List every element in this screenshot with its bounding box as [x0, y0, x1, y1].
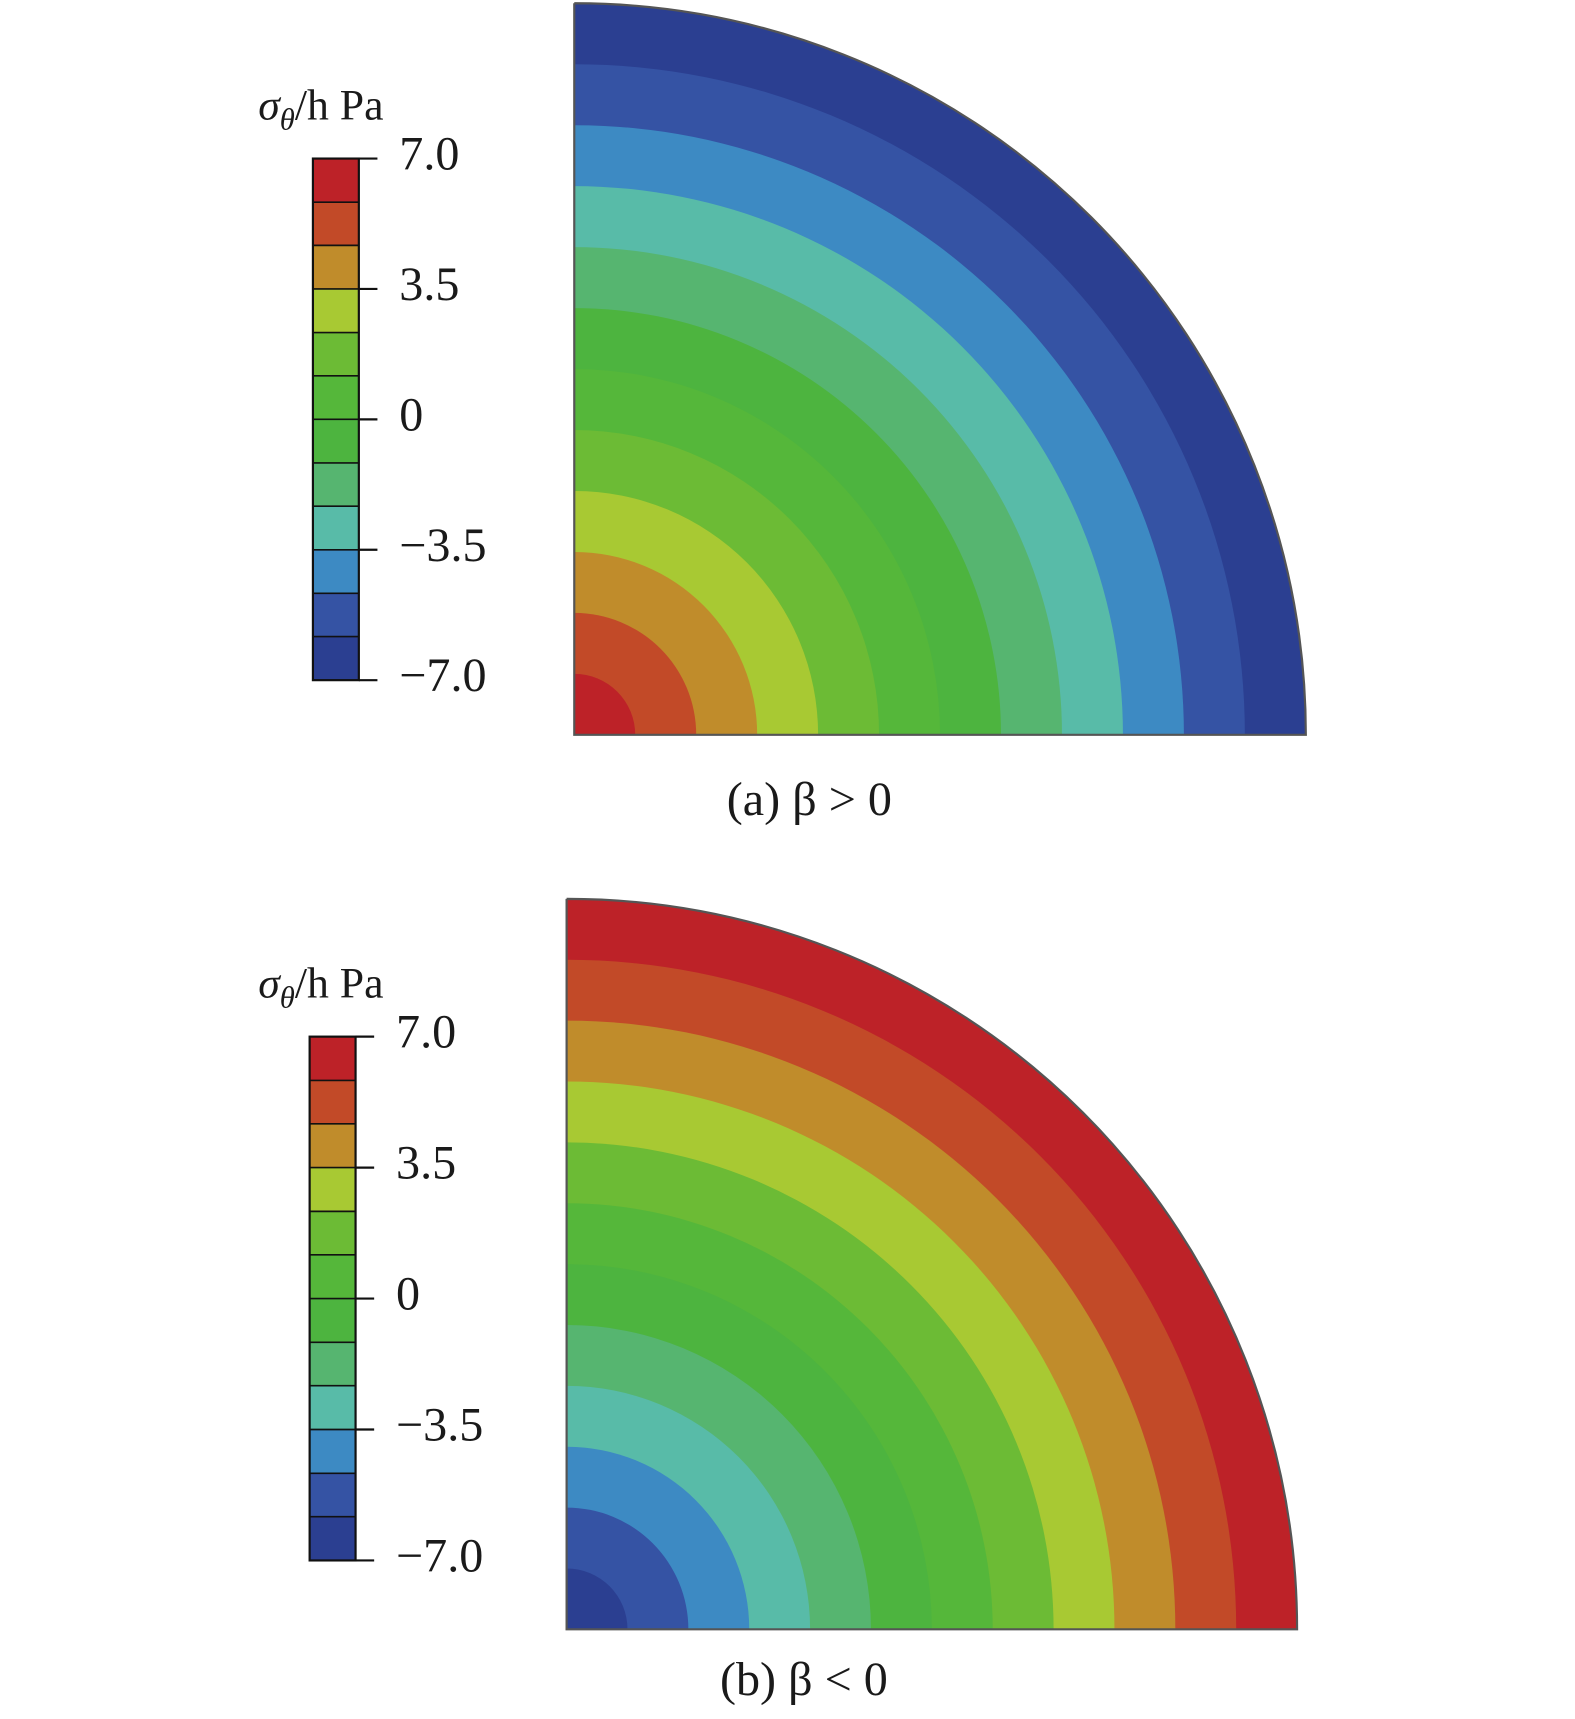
unit: /h Pa — [295, 81, 384, 129]
colorbar-band — [309, 1516, 356, 1561]
caption: (a) β > 0 — [727, 773, 892, 826]
colorbar-title: σθ/h Pa — [258, 959, 383, 1014]
colorbar-tick-label: 0 — [399, 388, 423, 441]
domain-outline — [565, 897, 1299, 1631]
contour-panel: 7.0 3.5 0 −3.5 −7.0 σθ/h Pa (b) β < 0 — [258, 897, 1299, 1706]
subscript: θ — [280, 981, 295, 1015]
caption: (b) β < 0 — [720, 1653, 888, 1706]
colorbar-band — [312, 506, 359, 550]
colorbar-band — [309, 1473, 356, 1517]
colorbar-band — [309, 1167, 356, 1212]
colorbar-tick-label: 3.5 — [399, 258, 459, 311]
colorbar-band — [309, 1342, 356, 1386]
colorbar-band — [309, 1080, 356, 1124]
symbol: σ — [258, 959, 281, 1007]
colorbar-band — [312, 202, 359, 246]
colorbar-tick-label: 7.0 — [396, 1006, 456, 1059]
colorbar-band — [309, 1298, 356, 1343]
colorbar-title: σθ/h Pa — [258, 81, 383, 136]
colorbar-band — [312, 593, 359, 637]
contour-ring — [574, 673, 636, 735]
colorbar-band — [309, 1254, 356, 1299]
unit: /h Pa — [295, 959, 384, 1007]
colorbar-tick-label: 7.0 — [399, 128, 459, 181]
colorbar-band — [312, 288, 359, 333]
colorbar-tick-label: −7.0 — [399, 649, 486, 702]
colorbar-band — [309, 1211, 356, 1255]
colorbar-band — [312, 549, 359, 594]
contour-ring — [566, 1568, 628, 1630]
colorbar-band — [312, 375, 359, 420]
colorbar-tick-label: 3.5 — [396, 1137, 456, 1190]
colorbar-band — [312, 462, 359, 507]
colorbar-band — [309, 1385, 356, 1430]
colorbar-band — [309, 1036, 356, 1081]
colorbar-tick-label: −7.0 — [396, 1529, 483, 1582]
colorbar-band — [312, 245, 359, 289]
colorbar-tick-label: 0 — [396, 1268, 420, 1321]
colorbar-band — [309, 1429, 356, 1474]
subscript: θ — [280, 103, 295, 137]
colorbar-band — [312, 419, 359, 463]
symbol: σ — [258, 81, 281, 129]
colorbar-band — [312, 636, 359, 681]
contour-panel: 7.0 3.5 0 −3.5 −7.0 σθ/h Pa (a) β > 0 — [258, 2, 1307, 826]
domain-outline — [573, 2, 1307, 736]
colorbar-tick-label: −3.5 — [396, 1399, 483, 1452]
colorbar-band — [312, 158, 359, 203]
colorbar-band — [312, 332, 359, 376]
colorbar-tick-label: −3.5 — [399, 519, 486, 572]
colorbar-band — [309, 1123, 356, 1168]
